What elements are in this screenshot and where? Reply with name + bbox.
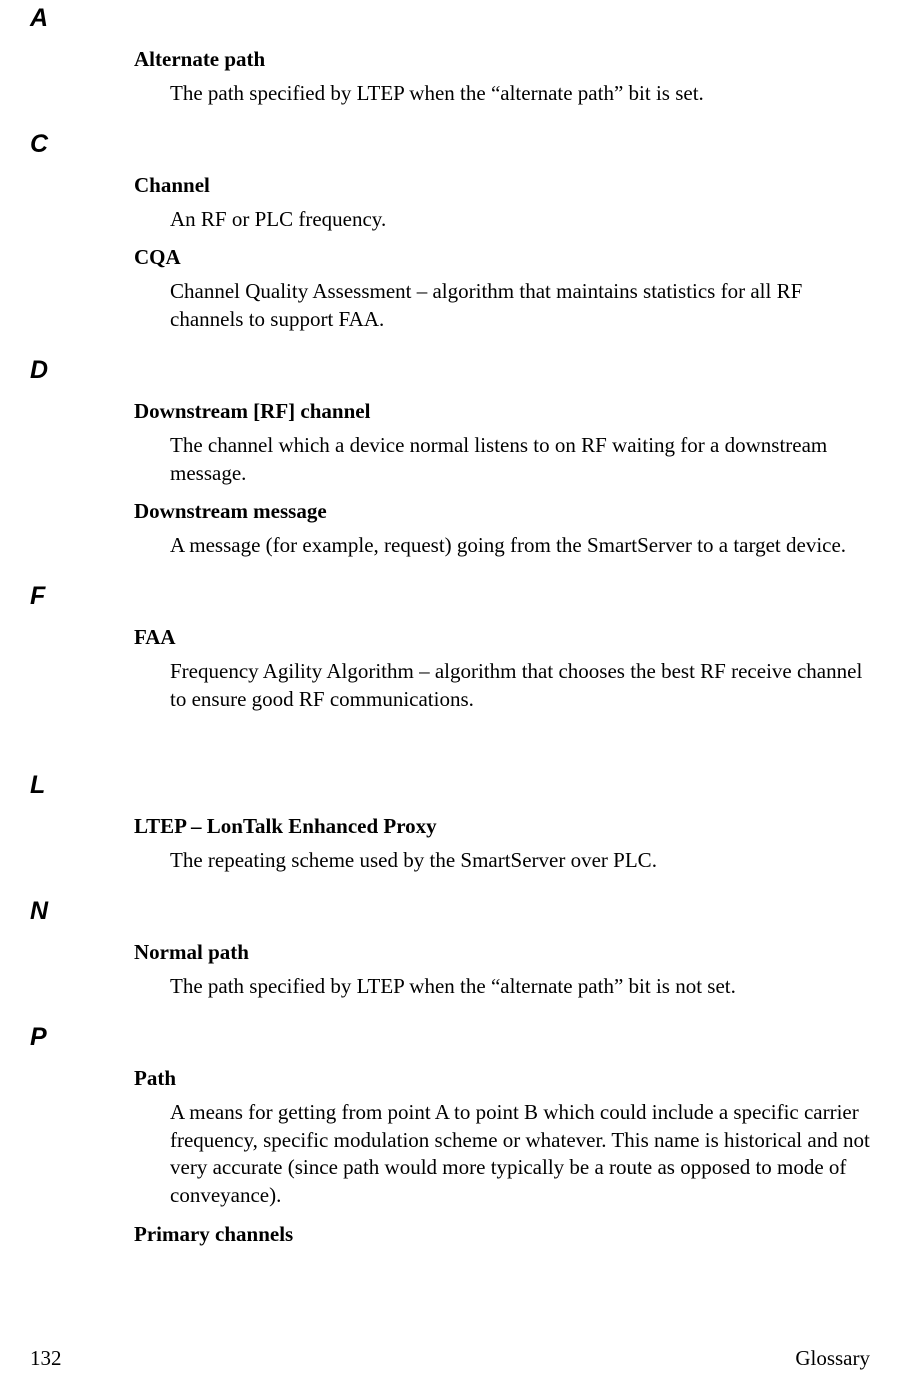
glossary-definition: Channel Quality Assessment – algorithm t… (170, 278, 870, 333)
glossary-term: Primary channels (134, 1222, 870, 1247)
section-letter-p: P (30, 1023, 870, 1052)
glossary-definition: An RF or PLC frequency. (170, 206, 870, 234)
section-entries-f: FAA Frequency Agility Algorithm – algori… (134, 625, 870, 713)
section-letter-d: D (30, 356, 870, 385)
footer-label: Glossary (795, 1346, 870, 1371)
glossary-term: Alternate path (134, 47, 870, 72)
glossary-definition: The path specified by LTEP when the “alt… (170, 80, 870, 108)
section-letter-a: A (30, 4, 870, 33)
section-entries-d: Downstream [RF] channel The channel whic… (134, 399, 870, 560)
glossary-definition: The path specified by LTEP when the “alt… (170, 973, 870, 1001)
glossary-definition: A message (for example, request) going f… (170, 532, 870, 560)
glossary-definition: Frequency Agility Algorithm – algorithm … (170, 658, 870, 713)
glossary-page: A Alternate path The path specified by L… (0, 4, 900, 1397)
glossary-term: Downstream message (134, 499, 870, 524)
section-entries-l: LTEP – LonTalk Enhanced Proxy The repeat… (134, 814, 870, 875)
glossary-definition: The repeating scheme used by the SmartSe… (170, 847, 870, 875)
section-entries-n: Normal path The path specified by LTEP w… (134, 940, 870, 1001)
glossary-term: CQA (134, 245, 870, 270)
page-number: 132 (30, 1346, 62, 1371)
section-entries-c: Channel An RF or PLC frequency. CQA Chan… (134, 173, 870, 334)
section-letter-n: N (30, 897, 870, 926)
glossary-term: Normal path (134, 940, 870, 965)
section-letter-c: C (30, 130, 870, 159)
section-letter-f: F (30, 582, 870, 611)
glossary-term: Path (134, 1066, 870, 1091)
glossary-definition: The channel which a device normal listen… (170, 432, 870, 487)
glossary-term: FAA (134, 625, 870, 650)
glossary-term: LTEP – LonTalk Enhanced Proxy (134, 814, 870, 839)
section-entries-p: Path A means for getting from point A to… (134, 1066, 870, 1247)
glossary-term: Channel (134, 173, 870, 198)
section-entries-a: Alternate path The path specified by LTE… (134, 47, 870, 108)
glossary-definition: A means for getting from point A to poin… (170, 1099, 870, 1210)
page-footer: 132 Glossary (30, 1346, 870, 1371)
glossary-term: Downstream [RF] channel (134, 399, 870, 424)
section-letter-l: L (30, 771, 870, 800)
